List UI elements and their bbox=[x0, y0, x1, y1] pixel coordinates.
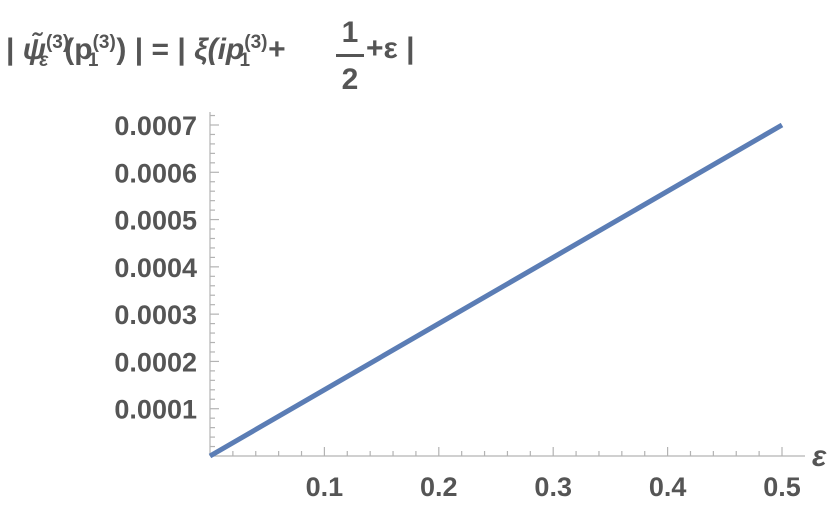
title-paren-close: ) bbox=[116, 33, 127, 66]
title-abs-open: | bbox=[6, 33, 15, 66]
x-tick-label: 0.3 bbox=[534, 472, 572, 502]
title-frac-num: 1 bbox=[341, 16, 359, 49]
x-tick-label: 0.2 bbox=[420, 472, 458, 502]
chart-title: | ψ̃(3)ε (p(3)1) | = | ξ(ip(3)1 + 1 2 +ε | bbox=[6, 14, 706, 100]
title-left-side: | ψ̃(3)ε (p(3)1) | = | ξ(ip(3)1 + bbox=[6, 32, 286, 72]
title-frac-bar bbox=[336, 54, 364, 57]
series-line bbox=[208, 122, 784, 459]
title-psi-sub: ε bbox=[39, 50, 49, 71]
title-equals: | = | bbox=[134, 33, 186, 66]
y-tick-label: 0.0001 bbox=[114, 395, 197, 425]
x-tick-label: 0.1 bbox=[306, 472, 344, 502]
x-tick-label: 0.4 bbox=[649, 472, 687, 502]
y-tick-label: 0.0006 bbox=[114, 158, 197, 188]
title-ip-sub: 1 bbox=[239, 50, 251, 71]
tick-labels: 0.1 0.2 0.3 0.4 0.5 0.0001 0.0002 0.0003 0.0004 0… bbox=[114, 111, 827, 502]
y-tick-label: 0.0004 bbox=[114, 253, 197, 283]
ticks bbox=[210, 114, 783, 456]
y-tick-label: 0.0005 bbox=[114, 206, 197, 236]
y-tick-label: 0.0007 bbox=[114, 111, 197, 141]
title-psi: ψ̃ bbox=[22, 33, 46, 66]
title-plus: + bbox=[268, 33, 286, 66]
y-tick-label: 0.0002 bbox=[114, 347, 197, 377]
title-plus-eps: +ε | bbox=[366, 32, 415, 65]
x-axis-label: ε bbox=[812, 440, 827, 473]
title-psi-sup: (3) bbox=[45, 32, 70, 53]
plot-area bbox=[208, 122, 784, 459]
title-frac-den: 2 bbox=[341, 63, 359, 96]
x-tick-label: 0.5 bbox=[763, 472, 801, 502]
title-ip-sup: (3) bbox=[244, 32, 268, 53]
title-paren-open: (p bbox=[64, 33, 93, 66]
title-p-sup: (3) bbox=[92, 32, 116, 53]
title-xi: ξ(ip bbox=[194, 33, 245, 66]
title-p-sub: 1 bbox=[87, 50, 99, 71]
y-tick-label: 0.0003 bbox=[114, 300, 197, 330]
title-fraction: 1 2 bbox=[336, 14, 364, 99]
